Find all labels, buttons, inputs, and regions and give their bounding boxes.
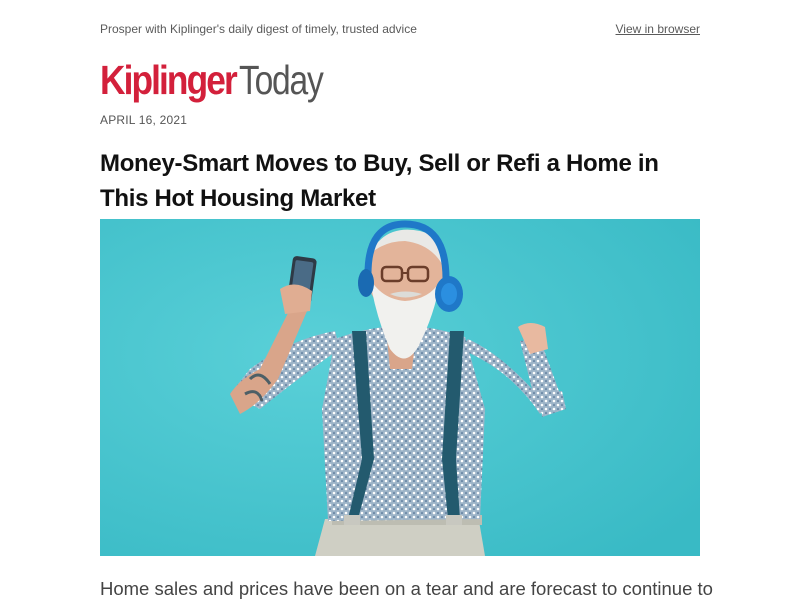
raised-fist — [518, 323, 548, 354]
headphone-left-ear — [358, 269, 374, 297]
preheader-tagline: Prosper with Kiplinger's daily digest of… — [100, 22, 417, 36]
headphone-right-cushion — [441, 283, 457, 305]
hand-holding-phone — [280, 284, 312, 314]
view-in-browser-link[interactable]: View in browser — [615, 22, 700, 36]
belt-line — [332, 515, 482, 525]
trousers — [315, 515, 485, 556]
left-suspender — [348, 331, 374, 519]
tattoo-marks — [244, 373, 272, 402]
article-headline[interactable]: Money-Smart Moves to Buy, Sell or Refi a… — [100, 150, 659, 212]
suspender-clip-right — [446, 515, 462, 525]
kiplinger-today-logo[interactable]: Kiplinger Today — [100, 52, 700, 104]
white-hair — [370, 229, 443, 264]
suspender-clip-left — [344, 515, 360, 525]
raised-arm-sleeve — [460, 339, 560, 414]
man-with-headphones-photo — [100, 219, 700, 556]
white-beard — [370, 279, 440, 359]
article-intro: Home sales and prices have been on a tea… — [100, 578, 713, 599]
tattooed-forearm — [230, 299, 310, 414]
issue-date: APRIL 16, 2021 — [100, 113, 188, 127]
preheader: Prosper with Kiplinger's daily digest of… — [100, 20, 700, 38]
logo-brand: Kiplinger — [100, 57, 238, 103]
sleeve-cuff — [540, 391, 566, 417]
logo-suffix: Today — [238, 57, 324, 103]
right-suspender — [442, 331, 464, 519]
mustache — [390, 291, 422, 298]
headphone-band — [364, 220, 450, 280]
hero-image[interactable] — [100, 219, 700, 556]
